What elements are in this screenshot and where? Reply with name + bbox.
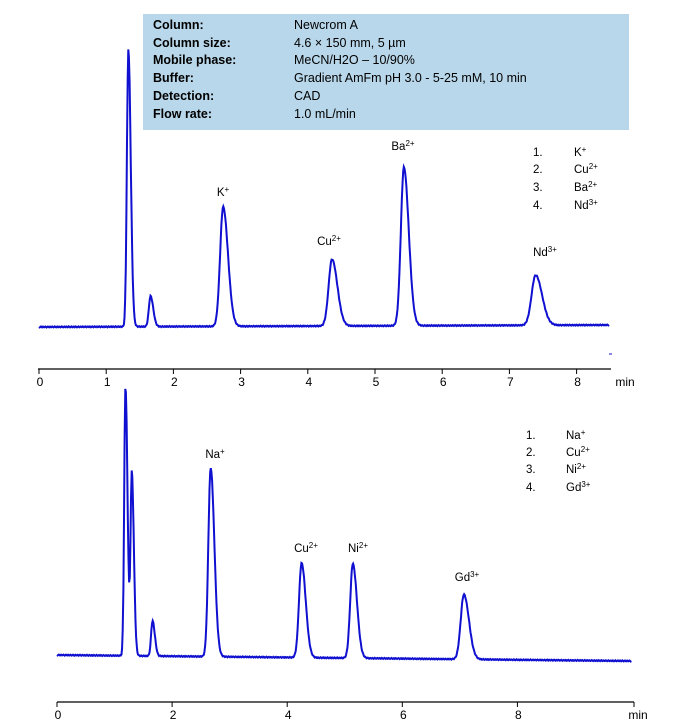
x-tick-label: 2 bbox=[170, 708, 177, 722]
info-key: Column: bbox=[153, 18, 204, 32]
info-key: Mobile phase: bbox=[153, 53, 237, 67]
legend-number: 2. bbox=[526, 447, 536, 459]
x-tick-label: 7 bbox=[507, 375, 514, 389]
x-tick-label: 1 bbox=[104, 375, 111, 389]
x-axis-unit-label: min bbox=[615, 375, 634, 389]
x-tick-label: 2 bbox=[171, 375, 178, 389]
x-tick-label: 0 bbox=[55, 708, 62, 722]
chromatogram-trace bbox=[38, 49, 610, 329]
info-value: Newcrom A bbox=[294, 18, 358, 32]
info-value: MeCN/H2O – 10/90% bbox=[294, 53, 415, 67]
info-key: Detection: bbox=[153, 89, 215, 103]
x-tick-label: 8 bbox=[574, 375, 581, 389]
x-tick-label: 6 bbox=[440, 375, 447, 389]
legend-number: 1. bbox=[533, 147, 543, 159]
method-info-box: Column: Newcrom A Column size: 4.6 × 150… bbox=[143, 14, 629, 130]
legend-number: 2. bbox=[533, 164, 543, 176]
info-value: 1.0 mL/min bbox=[294, 107, 356, 121]
info-value: Gradient AmFm pH 3.0 - 5-25 mM, 10 min bbox=[294, 71, 527, 85]
info-key: Column size: bbox=[153, 36, 231, 50]
legend-number: 1. bbox=[526, 430, 536, 442]
info-value: 4.6 × 150 mm, 5 µm bbox=[294, 36, 406, 50]
legend-ion-cu: Cu2+ bbox=[566, 445, 590, 459]
chromatogram-trace bbox=[56, 388, 632, 663]
info-key: Buffer: bbox=[153, 71, 194, 85]
x-tick-label: 5 bbox=[373, 375, 380, 389]
peak-label-na: Na+ bbox=[205, 447, 225, 461]
peak-label-ni: Ni2+ bbox=[348, 541, 368, 555]
legend-ion-gd: Gd3+ bbox=[566, 480, 591, 494]
legend-ion-na: Na+ bbox=[566, 428, 586, 442]
legend-number: 4. bbox=[533, 200, 543, 212]
info-value: CAD bbox=[294, 89, 321, 103]
legend-number: 4. bbox=[526, 482, 536, 494]
legend-ion-ni: Ni2+ bbox=[566, 462, 586, 476]
x-axis-unit-label: min bbox=[628, 708, 647, 722]
x-tick-label: 4 bbox=[305, 375, 312, 389]
legend-number: 3. bbox=[526, 464, 536, 476]
x-tick-label: 8 bbox=[515, 708, 522, 722]
x-tick-label: 4 bbox=[285, 708, 292, 722]
peak-label-gd: Gd3+ bbox=[455, 570, 480, 584]
x-tick-label: 3 bbox=[238, 375, 245, 389]
x-tick-label: 0 bbox=[37, 375, 44, 389]
info-key: Flow rate: bbox=[153, 107, 213, 121]
x-tick-label: 6 bbox=[400, 708, 407, 722]
legend-number: 3. bbox=[533, 182, 543, 194]
peak-label-cu: Cu2+ bbox=[294, 541, 318, 555]
